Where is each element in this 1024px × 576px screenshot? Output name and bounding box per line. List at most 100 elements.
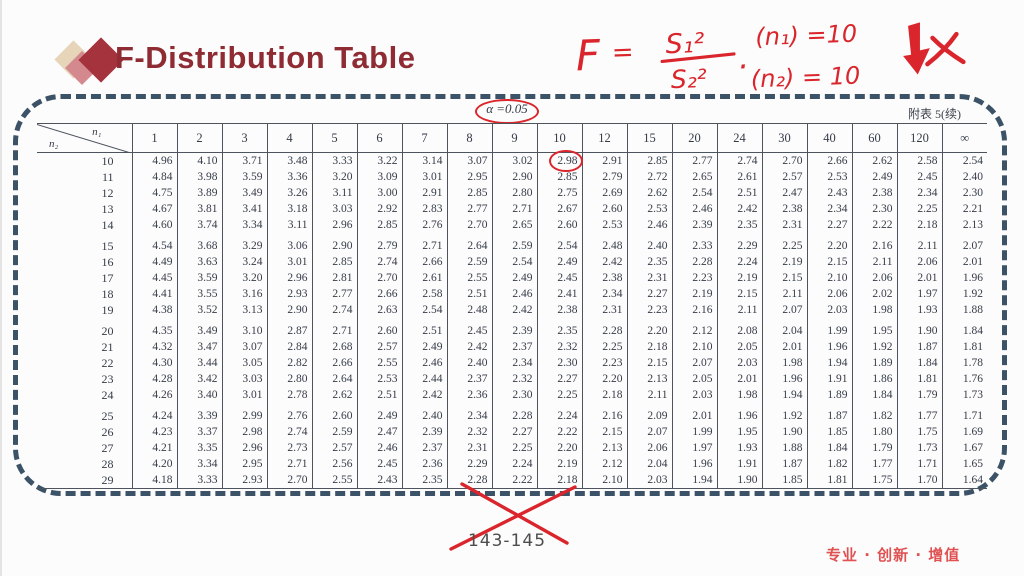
value-cell: 2.73 (266, 440, 312, 456)
value-cell: 2.36 (401, 456, 447, 472)
value-cell: 3.33 (311, 152, 357, 169)
value-cell: 2.71 (401, 233, 447, 254)
value-cell: 3.74 (176, 217, 222, 233)
value-cell: 2.28 (446, 472, 492, 489)
table-row: 19 4.38 3.52 3.13 2.90 2.74 2.63 2.54 2.48 2.42 2.… (37, 302, 987, 318)
value-cell: 2.58 (896, 152, 942, 169)
value-cell: 2.42 (716, 201, 762, 217)
value-cell: 1.67 (941, 440, 987, 456)
value-cell: 1.81 (896, 371, 942, 387)
value-cell: 2.83 (401, 201, 447, 217)
value-cell: 2.45 (536, 270, 582, 286)
value-cell: 2.38 (851, 185, 897, 201)
value-cell: 2.34 (806, 201, 852, 217)
value-cell: 2.57 (356, 339, 402, 355)
value-cell: 2.54 (671, 185, 717, 201)
value-cell: 2.30 (491, 387, 537, 403)
value-cell: 2.10 (671, 339, 717, 355)
value-cell: 2.99 (221, 403, 267, 424)
value-cell: 3.01 (221, 387, 267, 403)
bold-down-arrow-icon (903, 22, 930, 75)
value-cell: 2.20 (626, 318, 672, 339)
value-cell: 2.60 (536, 217, 582, 233)
value-cell: 2.11 (761, 286, 807, 302)
value-cell: 2.74 (266, 424, 312, 440)
table-row: 25 4.24 3.39 2.99 2.76 2.60 2.49 2.40 2.34 2.28 2.… (37, 403, 987, 424)
row-header: 14 (101, 218, 114, 232)
formula-numerator: S₁² (665, 28, 705, 60)
value-cell: 2.49 (491, 270, 537, 286)
value-cell: 2.13 (581, 440, 627, 456)
value-cell: 3.39 (176, 403, 222, 424)
value-cell: 4.60 (131, 217, 177, 233)
table-row: 14 4.60 3.74 3.34 3.11 2.96 2.85 2.76 2.70 2.65 2.… (37, 217, 987, 233)
value-cell: 1.98 (716, 387, 762, 403)
value-cell: 2.22 (536, 424, 582, 440)
value-cell: 3.01 (266, 254, 312, 270)
value-cell: 3.07 (446, 152, 492, 169)
value-cell: 1.71 (896, 456, 942, 472)
value-cell: 2.27 (626, 286, 672, 302)
column-header: 30 (761, 123, 807, 153)
value-cell: 2.30 (941, 185, 987, 201)
value-cell: 2.90 (266, 302, 312, 318)
value-cell: 2.11 (716, 302, 762, 318)
value-cell: 3.47 (176, 339, 222, 355)
value-cell: 2.23 (581, 355, 627, 371)
value-cell: 1.84 (941, 318, 987, 339)
column-header: 40 (806, 123, 852, 153)
formula-denominator: S₂² (670, 64, 707, 94)
value-cell: 2.01 (896, 270, 942, 286)
row-header: 24 (101, 388, 114, 402)
value-cell: 1.91 (806, 371, 852, 387)
row-header: 17 (101, 271, 114, 285)
value-cell: 3.03 (311, 201, 357, 217)
value-cell: 2.38 (581, 270, 627, 286)
value-cell: 4.10 (176, 152, 222, 169)
row-header: 23 (101, 372, 114, 386)
table-row: 23 4.28 3.42 3.03 2.80 2.64 2.53 2.44 2.37 2.32 2.… (37, 371, 987, 387)
appendix-label: 附表 5(续) (908, 107, 961, 121)
value-cell: 2.37 (401, 440, 447, 456)
formula-f: F (575, 31, 602, 81)
value-cell: 4.28 (131, 371, 177, 387)
value-cell: 2.32 (491, 371, 537, 387)
value-cell: 4.32 (131, 339, 177, 355)
value-cell: 2.03 (716, 355, 762, 371)
value-cell: 4.38 (131, 302, 177, 318)
value-cell: 2.51 (356, 387, 402, 403)
value-cell: 2.16 (851, 233, 897, 254)
value-cell: 1.70 (896, 472, 942, 489)
value-cell: 2.03 (626, 472, 672, 489)
f-formula: F = S₁² S₂² · (n₁) =10 (n₂) = 10 (575, 20, 966, 94)
value-cell: 3.44 (176, 355, 222, 371)
value-cell: 1.94 (761, 387, 807, 403)
value-cell: 2.19 (761, 254, 807, 270)
value-cell: 2.70 (446, 217, 492, 233)
value-cell: 1.87 (806, 403, 852, 424)
value-cell: 1.84 (806, 440, 852, 456)
table-row: 27 4.21 3.35 2.96 2.73 2.57 2.46 2.37 2.31 2.25 2.… (37, 440, 987, 456)
value-cell: 2.25 (761, 233, 807, 254)
row-header: 11 (101, 170, 114, 184)
value-cell: 2.30 (851, 201, 897, 217)
value-cell: 2.34 (581, 286, 627, 302)
column-header: 15 (626, 123, 672, 153)
value-cell: 1.90 (761, 424, 807, 440)
value-cell: 2.19 (536, 456, 582, 472)
formula-n1: (n₁) =10 (755, 20, 858, 52)
alpha-level: α =0.05 (452, 99, 562, 124)
value-cell: 2.15 (761, 270, 807, 286)
value-cell: 1.87 (896, 339, 942, 355)
value-cell: 1.84 (896, 355, 942, 371)
value-cell: 1.88 (941, 302, 987, 318)
value-cell: 2.69 (581, 185, 627, 201)
page-title: F-Distribution Table (115, 40, 416, 75)
value-cell: 1.87 (761, 456, 807, 472)
value-cell: 3.05 (221, 355, 267, 371)
value-cell: 1.92 (941, 286, 987, 302)
value-cell: 1.94 (671, 472, 717, 489)
value-cell: 3.34 (221, 217, 267, 233)
value-cell: 2.22 (491, 472, 537, 489)
